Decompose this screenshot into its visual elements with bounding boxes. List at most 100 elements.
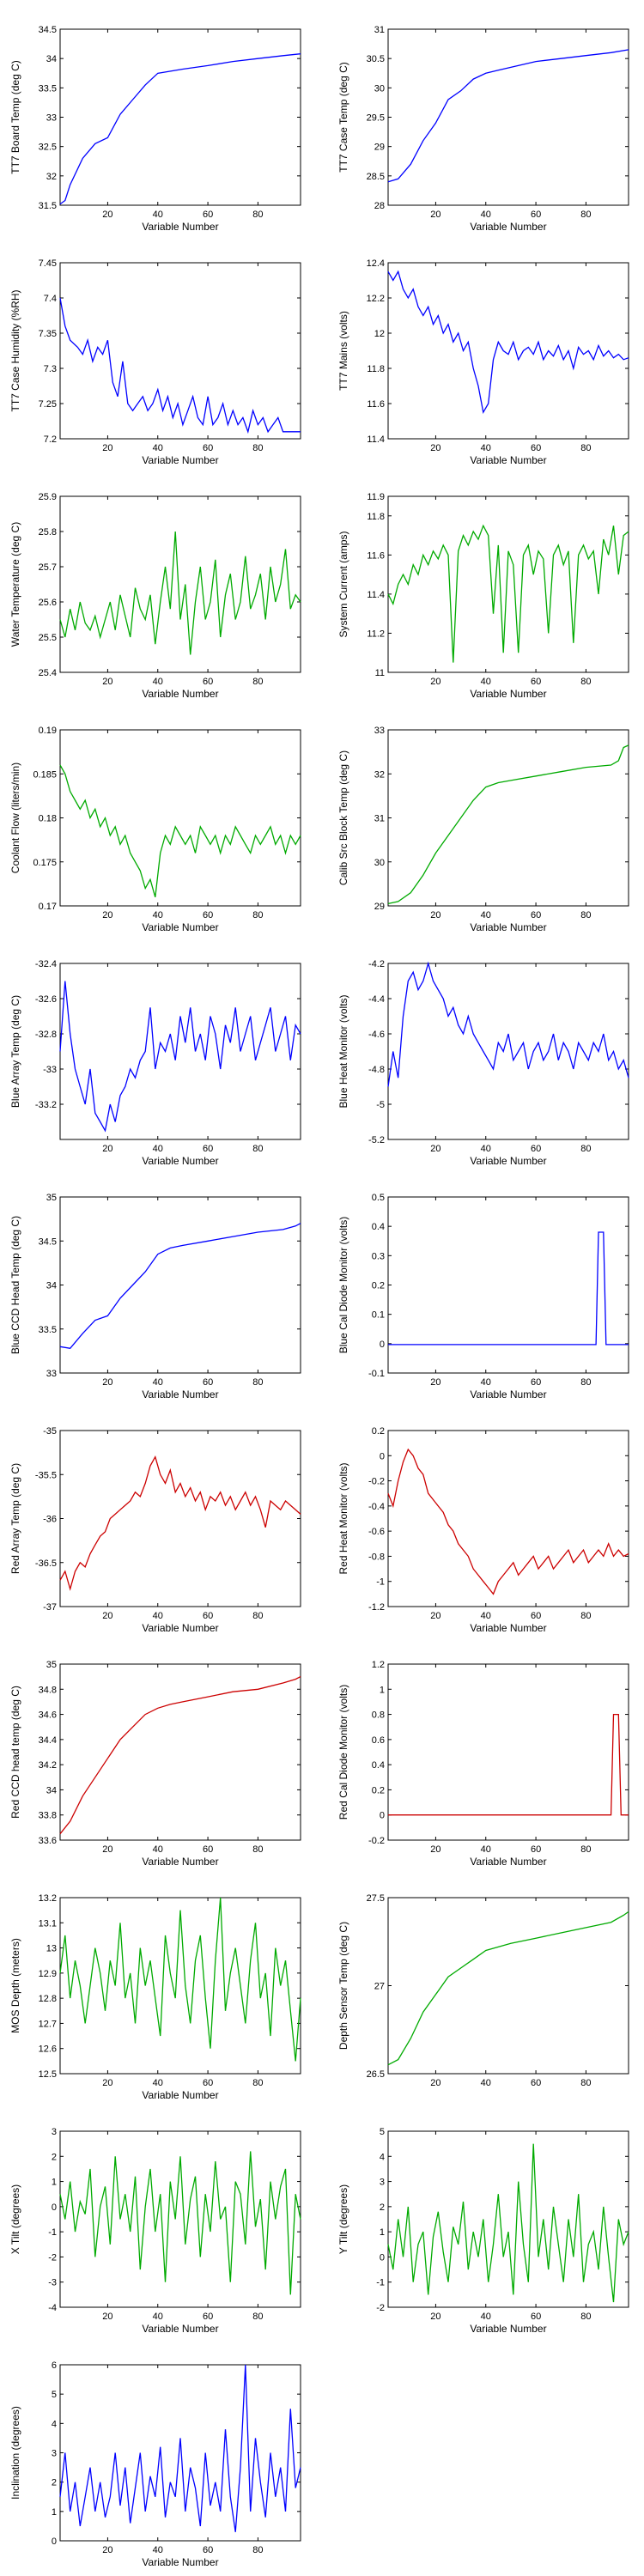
y-axis-label: Blue Cal Diode Monitor (volts) xyxy=(337,1217,349,1353)
y-tick-label: 12.9 xyxy=(39,1969,57,1979)
y-tick-label: 7.45 xyxy=(39,258,57,269)
y-tick-label: 29 xyxy=(374,143,385,153)
chart-panel-20: 20 40 60 80 5 4 3 2 1 0 -1 -2 Variable Number Y Tilt … xyxy=(337,2127,629,2335)
x-axis-label: Variable Number xyxy=(470,221,546,233)
y-tick-label: -0.1 xyxy=(368,1369,385,1379)
y-tick-label: 1 xyxy=(52,2507,57,2518)
y-tick-label: -3 xyxy=(48,2278,57,2288)
y-tick-label: 30 xyxy=(374,83,385,94)
x-tick-label: 20 xyxy=(430,2312,440,2322)
y-tick-label: -1 xyxy=(376,1577,385,1588)
y-tick-label: 33.5 xyxy=(39,83,57,94)
y-tick-label: -2 xyxy=(48,2252,57,2263)
x-tick-label: 60 xyxy=(531,1144,541,1154)
x-axis-label: Variable Number xyxy=(470,1155,546,1167)
plot-frame xyxy=(59,28,301,206)
y-tick-label: 4 xyxy=(52,2419,57,2429)
x-tick-label: 80 xyxy=(252,2078,263,2088)
y-tick-label: 0.5 xyxy=(372,1193,385,1203)
y-tick-label: 12 xyxy=(374,329,385,339)
y-tick-label: 33.5 xyxy=(39,1325,57,1335)
x-tick-label: 80 xyxy=(252,677,263,687)
y-axis-label: MOS Depth (meters) xyxy=(9,1938,21,2033)
y-tick-label: 26.5 xyxy=(367,2069,385,2080)
x-tick-label: 60 xyxy=(531,443,541,453)
x-tick-label: 80 xyxy=(580,2312,591,2322)
y-tick-label: -32.4 xyxy=(35,959,57,969)
y-tick-label: 0.2 xyxy=(372,1785,385,1795)
x-tick-label: 60 xyxy=(203,1844,213,1855)
x-tick-label: 40 xyxy=(153,677,163,687)
x-tick-label: 60 xyxy=(203,1611,213,1621)
x-axis-label: Variable Number xyxy=(142,454,218,466)
y-axis-label: Red Cal Diode Monitor (volts) xyxy=(337,1685,349,1820)
y-tick-label: 11.6 xyxy=(367,550,385,561)
x-tick-label: 40 xyxy=(481,443,491,453)
y-tick-label: 34.6 xyxy=(39,1710,57,1721)
x-tick-label: 40 xyxy=(481,1611,491,1621)
x-tick-label: 40 xyxy=(153,210,163,220)
x-tick-label: 20 xyxy=(430,677,440,687)
x-tick-label: 40 xyxy=(481,1377,491,1388)
y-tick-label: 3 xyxy=(52,2127,57,2137)
x-tick-label: 40 xyxy=(153,1844,163,1855)
series-line xyxy=(387,1911,629,2066)
x-tick-label: 40 xyxy=(481,2312,491,2322)
x-tick-label: 60 xyxy=(203,910,213,920)
y-tick-label: -4.8 xyxy=(368,1065,385,1075)
series-line xyxy=(59,1897,301,2062)
y-tick-label: 0.19 xyxy=(39,726,57,736)
y-tick-label: 25.4 xyxy=(39,668,57,678)
x-axis-label: Variable Number xyxy=(470,1622,546,1634)
series-line xyxy=(59,1223,301,1350)
y-axis-label: Inclination (degrees) xyxy=(9,2406,21,2500)
chart-panel-10: 20 40 60 80 -4.2 -4.4 -4.6 -4.8 -5 -5.2 Variable N… xyxy=(337,959,629,1167)
x-tick-label: 80 xyxy=(580,2078,591,2088)
y-tick-label: -0.8 xyxy=(368,1552,385,1562)
chart-panel-1: 20 40 60 80 31.5 32 32.5 33 33.5 34 34.5 Variable N… xyxy=(9,25,301,233)
x-axis-label: Variable Number xyxy=(470,688,546,700)
x-tick-label: 20 xyxy=(102,2312,112,2322)
x-axis-label: Variable Number xyxy=(470,1856,546,1868)
plot-frame xyxy=(387,1430,629,1607)
y-tick-label: 13.2 xyxy=(39,1893,57,1904)
y-tick-label: 0 xyxy=(380,1451,385,1461)
y-tick-label: 28.5 xyxy=(367,172,385,182)
chart-panel-2: 20 40 60 80 28 28.5 29 29.5 30 30.5 31 Variable Num… xyxy=(337,25,629,233)
chart-panel-9: 20 40 60 80 -32.4 -32.6 -32.8 -33 -33.2 Variable … xyxy=(9,959,301,1167)
y-tick-label: 33 xyxy=(374,726,385,736)
y-tick-label: -35.5 xyxy=(35,1470,57,1480)
y-tick-label: 0.4 xyxy=(372,1222,385,1232)
y-tick-label: -5.2 xyxy=(368,1135,385,1145)
series-line xyxy=(388,1231,629,1346)
y-axis-label: Blue Heat Monitor (volts) xyxy=(337,994,349,1108)
plot-frame xyxy=(59,1663,301,1841)
y-tick-label: 30.5 xyxy=(367,54,385,64)
series-line xyxy=(59,297,301,434)
chart-panel-6: 20 40 60 80 11 11.2 11.4 11.6 11.8 11.9 Variable N… xyxy=(337,492,629,700)
x-tick-label: 40 xyxy=(481,1844,491,1855)
plot-frame xyxy=(387,1897,629,2075)
y-axis-label: Red Array Temp (deg C) xyxy=(9,1463,21,1574)
x-tick-label: 80 xyxy=(252,1844,263,1855)
x-tick-label: 20 xyxy=(430,443,440,453)
chart-panel-7: 20 40 60 80 0.17 0.175 0.18 0.185 0.19 Variable N… xyxy=(9,726,301,933)
x-tick-label: 80 xyxy=(580,1377,591,1388)
x-axis-label: Variable Number xyxy=(470,921,546,933)
x-axis-label: Variable Number xyxy=(142,221,218,233)
y-tick-label: 0.4 xyxy=(372,1760,385,1771)
y-axis-label: Calib Src Block Temp (deg C) xyxy=(337,750,349,885)
series-line xyxy=(59,2364,301,2532)
series-line xyxy=(387,744,629,905)
y-tick-label: 34 xyxy=(46,1785,57,1795)
x-tick-label: 80 xyxy=(252,210,263,220)
x-tick-label: 60 xyxy=(531,210,541,220)
y-tick-label: -36 xyxy=(43,1515,57,1525)
y-tick-label: 7.2 xyxy=(44,434,57,445)
series-line xyxy=(387,2143,629,2303)
x-tick-label: 60 xyxy=(203,2545,213,2555)
y-tick-label: 11.4 xyxy=(367,434,385,445)
y-tick-label: 35 xyxy=(46,1660,57,1670)
chart-panel-18: 20 40 60 80 26.5 27 27.5 Depth Sensor Temp (deg… xyxy=(337,1893,629,2088)
series-line xyxy=(388,1713,629,1816)
